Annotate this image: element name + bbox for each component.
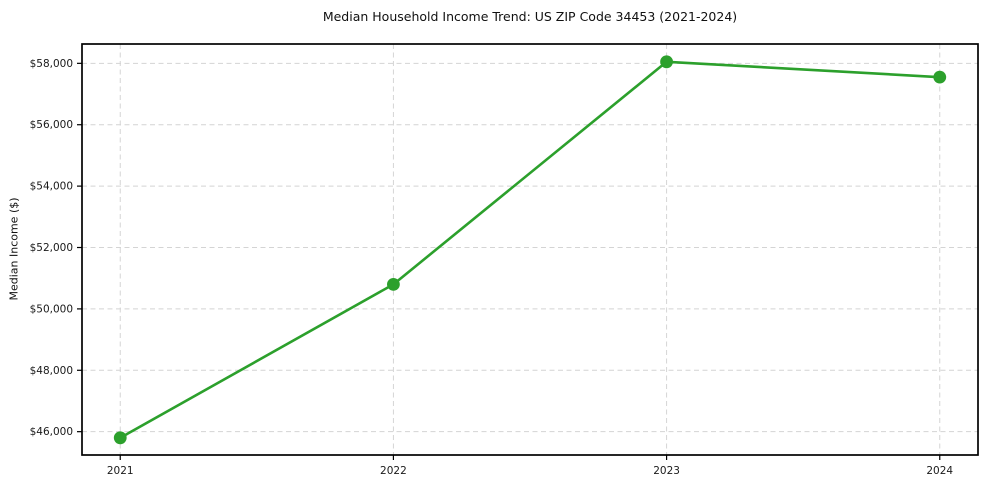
data-point-2024	[933, 70, 947, 84]
x-tick-label: 2022	[380, 465, 407, 477]
y-tick-label: $46,000	[30, 426, 73, 438]
x-tick-label: 2021	[107, 465, 134, 477]
x-tick-label: 2023	[653, 465, 680, 477]
plot-border	[81, 43, 979, 456]
chart-title: Median Household Income Trend: US ZIP Co…	[322, 9, 738, 24]
trend-line	[118, 60, 942, 440]
y-tick-label: $52,000	[30, 242, 73, 254]
y-tick-label: $54,000	[30, 181, 73, 193]
data-point-2023	[660, 55, 673, 69]
y-tick-label: $50,000	[30, 303, 73, 315]
data-point-2022	[387, 277, 400, 291]
y-tick-label: $48,000	[30, 365, 73, 377]
y-tick-label: $56,000	[30, 119, 73, 131]
data-point-2021	[113, 431, 127, 445]
y-tick-label: $58,000	[30, 58, 73, 70]
x-tick-label: 2024	[926, 465, 953, 477]
